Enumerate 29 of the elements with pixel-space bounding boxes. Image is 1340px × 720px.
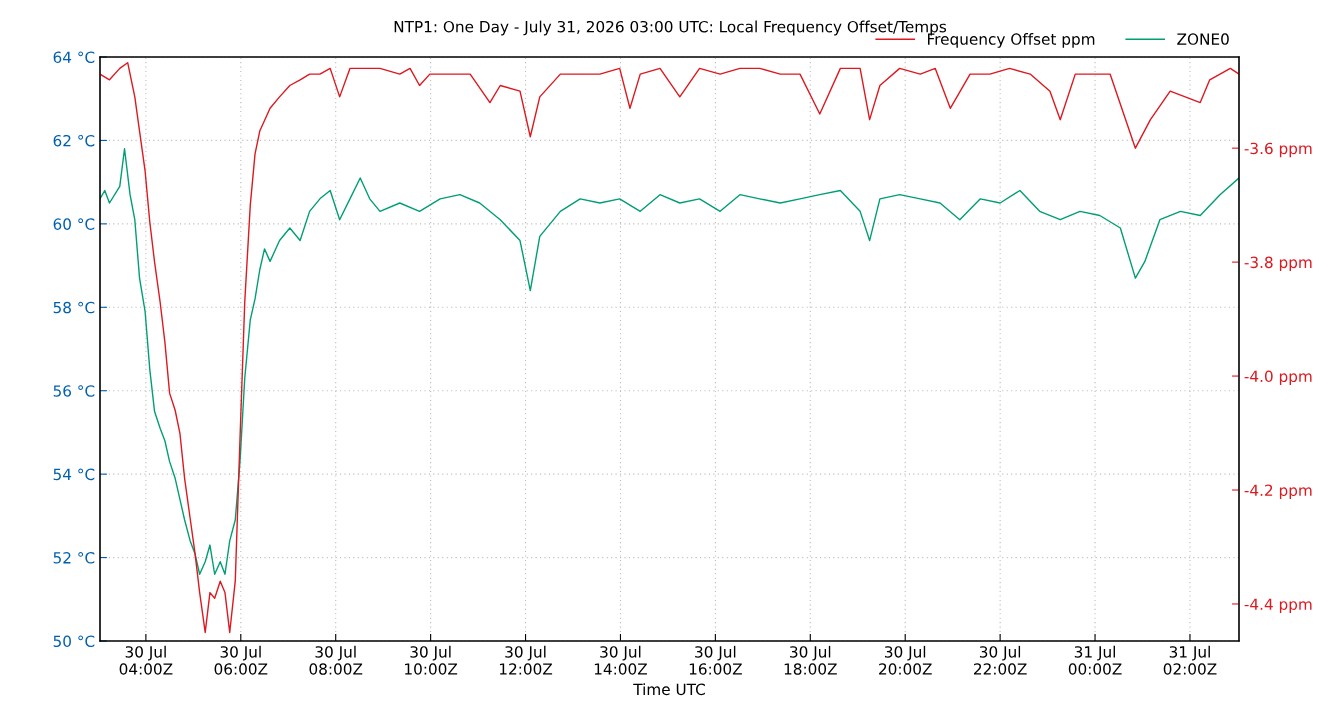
x-tick-label: 31 Jul 00:00Z	[1068, 645, 1122, 675]
y-tick-label: 52 °C	[53, 552, 95, 564]
y-tick-label: 64 °C	[53, 51, 95, 64]
x-axis-title: Time UTC	[633, 683, 705, 696]
y-tick-label: 50 °C	[53, 635, 95, 648]
y2-tick-label: -4.0 ppm	[1244, 370, 1312, 386]
legend-label: ZONE0	[1177, 33, 1229, 45]
y-tick-label: 56 °C	[53, 385, 95, 397]
x-tick-label: 30 Jul 06:00Z	[214, 645, 268, 675]
y2-tick-label: -4.4 ppm	[1244, 598, 1312, 613]
y2-tick-label: -3.8 ppm	[1244, 256, 1312, 272]
x-tick-label: 30 Jul 14:00Z	[594, 645, 648, 675]
y-tick-label: 62 °C	[53, 134, 95, 147]
line-series	[100, 148, 1239, 575]
x-tick-label: 30 Jul 04:00Z	[119, 645, 173, 675]
y-tick-label: 60 °C	[53, 218, 95, 230]
x-tick-label: 30 Jul 10:00Z	[405, 645, 458, 675]
x-tick-label: 30 Jul 22:00Z	[974, 645, 1027, 675]
line-series	[100, 62, 1239, 634]
x-tick-label: 30 Jul 08:00Z	[309, 645, 363, 675]
x-tick-label: 31 Jul 02:00Z	[1163, 645, 1217, 675]
y-tick-label: 58 °C	[53, 301, 95, 314]
y-tick-label: 54 °C	[53, 468, 95, 481]
x-tick-label: 30 Jul 18:00Z	[784, 645, 837, 675]
x-tick-label: 30 Jul 16:00Z	[689, 645, 742, 675]
x-tick-label: 30 Jul 12:00Z	[499, 645, 553, 675]
y2-tick-label: -3.6 ppm	[1244, 142, 1312, 158]
y2-tick-label: -4.2 ppm	[1244, 484, 1312, 499]
x-tick-label: 30 Jul 20:00Z	[879, 645, 932, 675]
